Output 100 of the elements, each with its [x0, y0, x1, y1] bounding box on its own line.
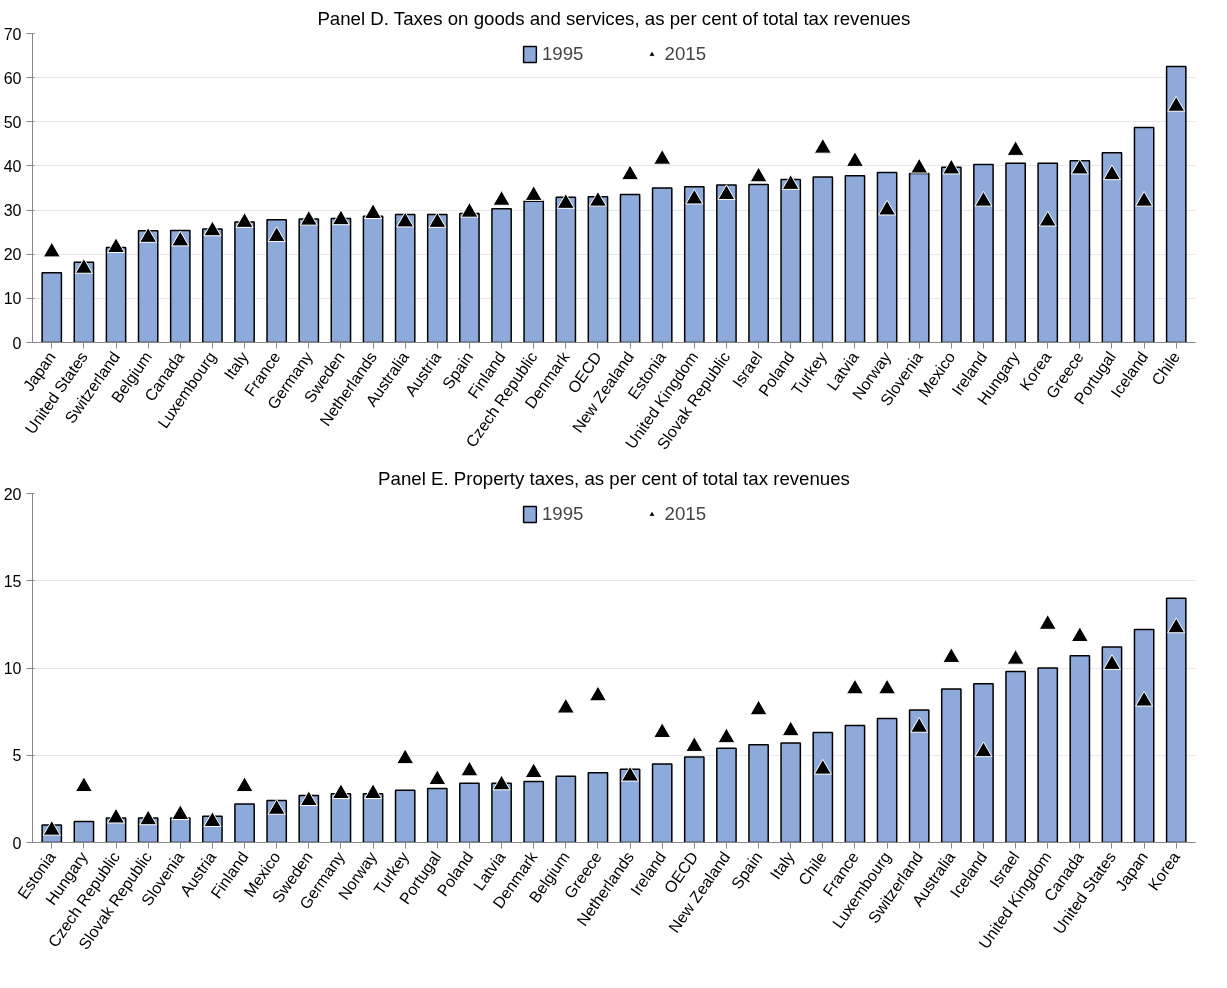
point [556, 193, 575, 209]
point [845, 678, 864, 695]
y-tick-label: 50 [3, 113, 22, 131]
legend-label: 1995 [541, 503, 584, 525]
bar [812, 731, 834, 843]
point [492, 774, 511, 791]
legend-label: 2015 [664, 43, 707, 65]
point [1038, 614, 1057, 630]
bar [1133, 628, 1155, 843]
point [396, 211, 415, 228]
bar [876, 171, 898, 343]
bar [716, 184, 737, 343]
y-tick-label: 40 [3, 157, 22, 175]
point [1167, 96, 1186, 112]
point [621, 164, 640, 181]
point [1102, 654, 1121, 670]
bar [491, 208, 512, 343]
bar [973, 682, 994, 843]
point [171, 230, 190, 247]
point [235, 776, 254, 793]
point [139, 227, 158, 243]
point [492, 190, 511, 206]
point [74, 258, 93, 274]
bar [1101, 151, 1123, 343]
point [781, 720, 800, 737]
y-tick-label: 0 [12, 834, 22, 852]
bar [394, 213, 416, 343]
bar [619, 193, 641, 343]
point [107, 807, 126, 824]
bar [780, 742, 802, 843]
point [1038, 210, 1057, 227]
y-tick-label: 5 [12, 747, 22, 765]
point [1135, 690, 1154, 707]
point [235, 212, 254, 228]
point [460, 760, 479, 777]
point [717, 727, 736, 744]
point [685, 736, 704, 752]
point [1006, 648, 1025, 665]
point [621, 765, 640, 782]
legend-label: 2015 [664, 503, 707, 525]
chart-title: Panel D. Taxes on goods and services, as per cent of total tax revenues [317, 7, 911, 29]
bar [1005, 670, 1026, 843]
point [1006, 140, 1025, 156]
point [910, 157, 929, 174]
point [653, 722, 672, 738]
bar [812, 176, 834, 343]
bar [555, 196, 577, 343]
bar [748, 744, 769, 843]
legend-label: 1995 [541, 43, 584, 65]
bar [41, 272, 63, 343]
point [910, 717, 929, 733]
point [267, 226, 286, 242]
point [717, 184, 736, 201]
bar [780, 178, 802, 343]
point [556, 697, 575, 714]
bar [651, 187, 673, 343]
bar [716, 747, 737, 843]
bar [587, 771, 609, 843]
bar [876, 717, 898, 843]
y-tick-label: 70 [3, 25, 22, 43]
point [524, 762, 543, 779]
point [42, 241, 61, 258]
point [396, 748, 415, 765]
point [42, 819, 61, 836]
point [749, 166, 768, 183]
point [331, 209, 350, 226]
point [331, 783, 350, 800]
point [203, 220, 222, 237]
bar [1069, 159, 1091, 343]
point [588, 685, 607, 702]
point [588, 190, 607, 207]
point [107, 237, 126, 253]
bar [844, 174, 866, 343]
bar [426, 213, 448, 343]
point [942, 158, 961, 175]
chart-title: Panel E. Property taxes, as per cent of total tax revenues [378, 467, 850, 489]
bar [555, 775, 577, 843]
bar [234, 803, 255, 843]
point [428, 769, 447, 786]
point [299, 209, 318, 226]
point [781, 174, 800, 190]
point [1070, 158, 1089, 175]
y-tick-label: 0 [12, 334, 22, 352]
bar [844, 724, 866, 843]
point [460, 201, 479, 218]
point [749, 699, 768, 716]
point [942, 647, 961, 663]
y-tick-label: 60 [3, 69, 22, 87]
point [139, 809, 158, 826]
bar [651, 763, 673, 843]
x-tick-label: Italy [766, 848, 798, 883]
y-tick-label: 15 [3, 572, 22, 590]
y-tick-label: 10 [3, 660, 22, 677]
point [1102, 164, 1121, 181]
bar [1101, 646, 1123, 843]
bar [523, 780, 545, 843]
bar [169, 229, 191, 343]
bar [1069, 655, 1091, 843]
bar [266, 219, 288, 343]
bar [1005, 162, 1026, 343]
